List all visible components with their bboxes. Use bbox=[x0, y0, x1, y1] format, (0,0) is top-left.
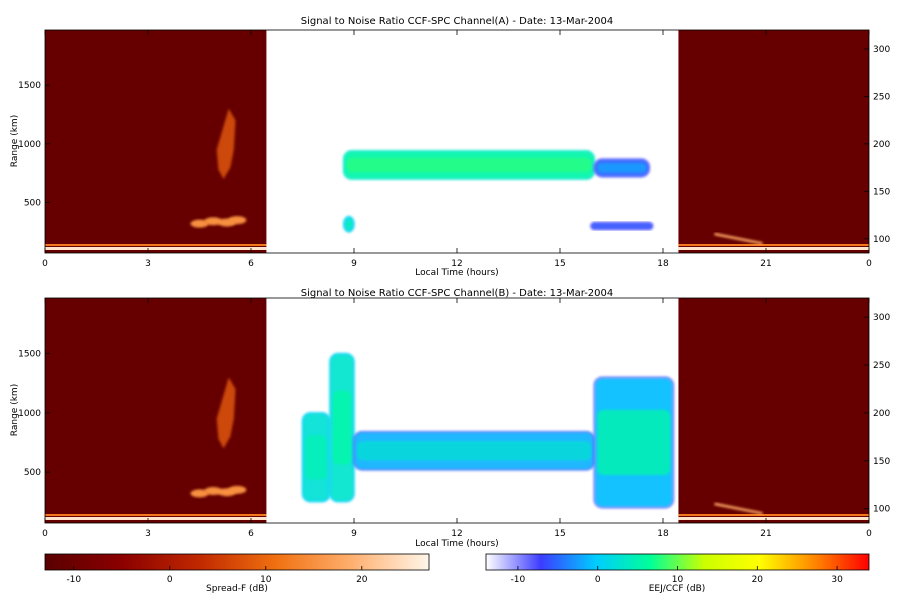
panel-b-y-ticks-left: 500 1000 1500 bbox=[18, 350, 50, 478]
panel-a-title: Signal to Noise Ratio CCF-SPC Channel(A)… bbox=[301, 16, 613, 27]
eej-echo-core-2 bbox=[357, 441, 592, 461]
region-bottom-echo-2 bbox=[678, 517, 869, 520]
spread-f-plume bbox=[216, 377, 236, 449]
region-bottom-echo-halo-2 bbox=[678, 244, 869, 246]
colorbar-tick-label: 10 bbox=[672, 575, 684, 585]
panel-a: Signal to Noise Ratio CCF-SPC Channel(A)… bbox=[10, 16, 890, 278]
y-tick-label-right: 100 bbox=[873, 505, 890, 515]
y-tick-label-right: 200 bbox=[873, 140, 890, 150]
region-bottom-echo-0 bbox=[45, 247, 267, 250]
x-tick-label: 3 bbox=[145, 529, 151, 539]
colorbar-tick-label: -10 bbox=[66, 575, 81, 585]
colorbar-tick-label: 30 bbox=[831, 575, 843, 585]
panel-a-y-axis-label: Range (km) bbox=[10, 115, 20, 167]
eej-echo-core-1 bbox=[332, 390, 351, 465]
x-tick-label: 0 bbox=[866, 529, 872, 539]
spread-f-streak bbox=[714, 502, 763, 515]
colorbar-spread-f-label: Spread-F (dB) bbox=[206, 584, 268, 594]
y-tick-label-right: 300 bbox=[873, 313, 890, 323]
colorbar-tick-label: 20 bbox=[356, 575, 368, 585]
colorbar-eej-ccf-ticks: -10 0 10 20 30 bbox=[511, 566, 843, 585]
spread-f-clump bbox=[190, 219, 209, 228]
colorbar-spread-f-bar bbox=[44, 553, 430, 571]
panel-a-regions bbox=[45, 30, 869, 253]
y-tick-label-right: 250 bbox=[873, 361, 890, 371]
colorbar-eej-ccf: -10 0 10 20 30 EEJ/CCF (dB) bbox=[485, 553, 870, 594]
x-tick-label: 12 bbox=[451, 259, 462, 269]
region-spread-f-2 bbox=[678, 30, 869, 253]
y-tick-label-right: 200 bbox=[873, 409, 890, 419]
colorbar-tick-label: 10 bbox=[260, 575, 272, 585]
colorbar-tick-label: 0 bbox=[595, 575, 601, 585]
spread-f-clump bbox=[228, 485, 247, 494]
x-tick-label: 21 bbox=[760, 259, 771, 269]
x-tick-label: 21 bbox=[760, 529, 771, 539]
y-tick-label-left: 1500 bbox=[18, 81, 41, 91]
x-tick-label: 15 bbox=[554, 529, 565, 539]
spread-f-streak bbox=[714, 232, 763, 245]
region-bottom-echo-0 bbox=[45, 517, 267, 520]
y-tick-label-right: 300 bbox=[873, 45, 890, 55]
panel-a-y-ticks-right: 100 150 200 250 300 bbox=[864, 45, 890, 245]
panel-b-regions bbox=[45, 298, 869, 523]
spread-f-plume bbox=[216, 108, 236, 180]
y-tick-label-left: 1000 bbox=[18, 140, 41, 150]
colorbar-spread-f: -10 0 10 20 Spread-F (dB) bbox=[44, 553, 430, 594]
y-tick-label-left: 1500 bbox=[18, 350, 41, 360]
x-tick-label: 9 bbox=[351, 529, 357, 539]
spread-f-clump bbox=[204, 217, 223, 226]
x-tick-label: 0 bbox=[42, 259, 48, 269]
y-tick-label-left: 500 bbox=[24, 199, 41, 209]
panel-b-x-axis-label: Local Time (hours) bbox=[415, 539, 498, 549]
x-tick-label: 6 bbox=[248, 259, 254, 269]
region-bottom-echo-halo-0 bbox=[45, 514, 267, 516]
y-tick-label-right: 150 bbox=[873, 187, 890, 197]
colorbar-tick-label: 20 bbox=[752, 575, 764, 585]
panel-b-title: Signal to Noise Ratio CCF-SPC Channel(B)… bbox=[301, 288, 614, 299]
eej-echo-core-2 bbox=[346, 220, 351, 229]
eej-echo-3 bbox=[590, 221, 654, 231]
y-tick-label-left: 500 bbox=[24, 468, 41, 478]
x-tick-label: 9 bbox=[351, 259, 357, 269]
x-tick-label: 15 bbox=[554, 259, 565, 269]
panel-b-y-axis-label: Range (km) bbox=[10, 384, 20, 436]
region-bottom-echo-halo-2 bbox=[678, 514, 869, 516]
x-tick-label: 0 bbox=[866, 259, 872, 269]
panel-a-x-axis-label: Local Time (hours) bbox=[415, 268, 498, 278]
y-tick-label-right: 100 bbox=[873, 235, 890, 245]
panel-a-x-ticks: 0 3 6 9 12 15 18 21 0 bbox=[42, 30, 872, 269]
y-tick-label-right: 150 bbox=[873, 457, 890, 467]
panel-b-y-ticks-right: 100 150 200 250 300 bbox=[864, 313, 890, 515]
colorbar-spread-f-ticks: -10 0 10 20 bbox=[66, 566, 368, 585]
region-bottom-echo-2 bbox=[678, 247, 869, 250]
x-tick-label: 6 bbox=[248, 529, 254, 539]
eej-echo-core-3 bbox=[597, 409, 671, 476]
x-tick-label: 12 bbox=[451, 529, 462, 539]
panel-a-features bbox=[190, 108, 763, 245]
x-tick-label: 0 bbox=[42, 529, 48, 539]
region-spread-f-2 bbox=[678, 298, 869, 523]
colorbar-tick-label: 0 bbox=[167, 575, 173, 585]
spread-f-clump bbox=[228, 216, 247, 225]
eej-echo-core-0 bbox=[346, 157, 592, 173]
panel-b-x-ticks: 0 3 6 9 12 15 18 21 0 bbox=[42, 298, 872, 539]
panel-b: Signal to Noise Ratio CCF-SPC Channel(B)… bbox=[10, 288, 890, 549]
x-tick-label: 3 bbox=[145, 259, 151, 269]
eej-echo-core-0 bbox=[305, 435, 327, 480]
y-tick-label-right: 250 bbox=[873, 92, 890, 102]
panel-b-features bbox=[190, 352, 763, 515]
panel-a-y-ticks-left: 500 1000 1500 bbox=[18, 81, 50, 209]
x-tick-label: 18 bbox=[657, 529, 669, 539]
x-tick-label: 18 bbox=[657, 259, 669, 269]
colorbar-tick-label: -10 bbox=[511, 575, 526, 585]
region-eej-ccf-1 bbox=[266, 30, 679, 253]
eej-echo-core-1 bbox=[597, 163, 647, 173]
spread-f-clump bbox=[204, 487, 223, 496]
y-tick-label-left: 1000 bbox=[18, 409, 41, 419]
colorbar-eej-ccf-label: EEJ/CCF (dB) bbox=[649, 584, 706, 594]
spread-f-clump bbox=[190, 489, 209, 498]
region-bottom-echo-halo-0 bbox=[45, 244, 267, 246]
